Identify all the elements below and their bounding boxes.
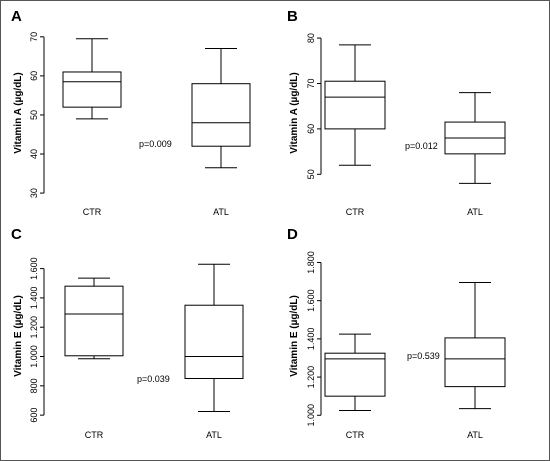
y-tick-label: 800 [29,378,39,393]
box-ctr [62,38,122,120]
iqr-box [324,80,386,130]
x-category-label: ATL [467,430,483,440]
y-tick-label: 60 [29,71,39,81]
y-tick-label: 1.000 [29,345,39,368]
panel-c: C Vitamin E (µg/dL) 600 800 1.000 1.200 1.400 1… [11,226,244,440]
box-atl [444,92,506,184]
y-tick-label: 1.000 [306,404,316,427]
y-tick-label: 50 [29,110,39,120]
y-tick-label: 1.600 [29,257,39,280]
y-tick-label: 600 [29,408,39,423]
x-category-label: ATL [213,207,229,217]
box-ctr [64,277,124,360]
y-tick-label: 1.200 [306,366,316,389]
box-atl [444,282,506,410]
y-tick-label: 1.200 [29,316,39,339]
y-tick-label: 1.400 [306,328,316,351]
y-tick-label: 1.600 [306,289,316,312]
iqr-box [64,285,124,357]
iqr-box [184,304,244,380]
panel-letter: B [287,8,298,25]
box-atl [191,48,251,169]
x-category-label: CTR [346,430,365,440]
y-axis-label: Vitamin E (µg/dL) [289,295,300,377]
y-tick-label: 30 [29,188,39,198]
p-value-annotation: p=0.009 [139,139,172,149]
y-tick-label: 70 [29,32,39,42]
panel-letter: A [11,8,22,25]
panel-a: A Vitamin A (µg/dL) 30 40 50 60 70 CTR ATL p=0.00… [11,8,251,217]
x-category-label: ATL [206,430,222,440]
box-atl [184,263,244,412]
box-ctr [324,44,386,166]
panel-d: D Vitamin E (µg/dL) 1.000 1.200 1.400 1.600 1.… [287,226,506,440]
y-tick-label: 40 [29,149,39,159]
y-axis-label: Vitamin A (µg/dL) [13,72,24,154]
y-axis-label: Vitamin E (µg/dL) [13,295,24,377]
y-axis-label: Vitamin A (µg/dL) [289,72,300,154]
x-category-label: CTR [346,207,365,217]
p-value-annotation: p=0.539 [407,351,440,361]
p-value-annotation: p=0.012 [405,141,438,151]
iqr-box [191,83,251,147]
y-tick-label: 70 [306,78,316,88]
iqr-box [324,352,386,397]
p-value-annotation: p=0.039 [137,374,170,384]
panel-letter: C [11,226,22,243]
y-tick-label: 50 [306,169,316,179]
y-tick-label: 80 [306,33,316,43]
y-tick-label: 60 [306,124,316,134]
y-tick-label: 1.800 [306,251,316,274]
y-tick-label: 1.400 [29,287,39,310]
iqr-box [444,337,506,388]
x-category-label: ATL [467,207,483,217]
panel-b: B Vitamin A (µg/dL) 50 60 70 80 CTR ATL p=0.012 [287,8,506,217]
panel-letter: D [287,226,298,243]
box-ctr [324,333,386,411]
x-category-label: CTR [83,207,102,217]
x-category-label: CTR [85,430,104,440]
iqr-box [62,71,122,108]
